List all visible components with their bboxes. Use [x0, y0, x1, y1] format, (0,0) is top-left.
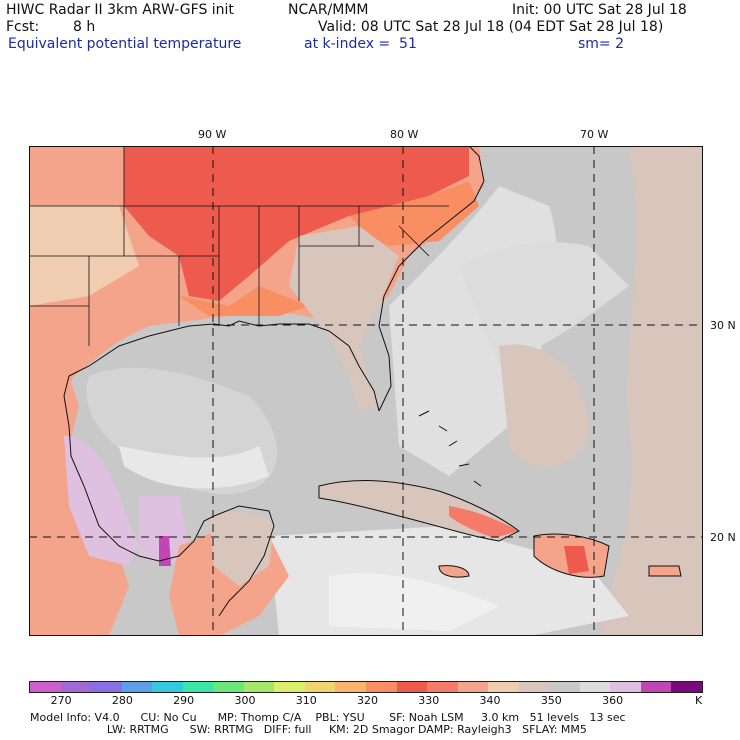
colorbar-swatch: [335, 682, 367, 692]
colorbar-swatch: [182, 682, 214, 692]
colorbar-swatch: [518, 682, 550, 692]
caribbean-white-patch: [329, 573, 499, 631]
colorbar-tick-label: 290: [173, 694, 195, 707]
jamaica-coast: [438, 565, 470, 578]
theta-e-map: [29, 146, 703, 636]
hispaniola-hotspot: [564, 546, 589, 574]
colorbar-swatch: [549, 682, 580, 692]
map-frame: [29, 146, 703, 636]
lat-label-30n: 30 N: [710, 319, 736, 332]
model-title: HIWC Radar II 3km ARW-GFS init: [6, 2, 234, 18]
gulf-white-streak: [119, 446, 269, 489]
land-red-core: [124, 146, 469, 301]
puerto-rico-island: [649, 566, 681, 576]
mid-tan-patch: [499, 344, 589, 468]
lat-label-20n: 20 N: [710, 531, 736, 544]
puerto-rico-coast: [648, 565, 682, 577]
colorbar-swatch: [488, 682, 519, 692]
southeast-gray-land: [289, 226, 399, 411]
model-info-line1: Model Info: V4.0 CU: No Cu MP: Thomp C/A…: [30, 711, 626, 724]
mexico-lavender-region: [64, 436, 139, 566]
east-tan-region: [599, 146, 703, 636]
level-label: at k-index = 51: [304, 36, 417, 52]
colorbar-swatch: [60, 682, 92, 692]
colorbar-swatch: [91, 682, 122, 692]
colorbar-tick-label: 310: [295, 694, 317, 707]
lon-label-80w: 80 W: [390, 128, 419, 141]
valid-time: Valid: 08 UTC Sat 28 Jul 18 (04 EDT Sat …: [318, 19, 664, 35]
colorbar-swatch: [304, 682, 336, 692]
colorbar-swatch: [243, 682, 275, 692]
magenta-peak: [159, 536, 171, 566]
atlantic-coastline: [378, 146, 485, 412]
lon-label-70w: 70 W: [580, 128, 609, 141]
yucatan-lavender-region: [139, 496, 189, 566]
colorbar-tick-label: 270: [50, 694, 72, 707]
atlantic-pale-band: [459, 242, 629, 366]
yucatan-peninsula: [209, 511, 274, 586]
colorbar-swatch: [152, 682, 183, 692]
colorbar-swatch: [579, 682, 611, 692]
colorbar-tick-label: 360: [602, 694, 624, 707]
cuba-coast: [318, 480, 520, 542]
yucatan-coast: [213, 505, 275, 617]
cuba-hotspot: [449, 506, 519, 538]
colorbar-swatch: [30, 682, 61, 692]
colorbar-swatch: [640, 682, 672, 692]
org-label: NCAR/MMM: [288, 2, 369, 18]
colorbar-swatch: [457, 682, 489, 692]
colorbar-swatch: [427, 682, 458, 692]
colorbar-swatch: [671, 682, 703, 692]
field-name: Equivalent potential temperature: [8, 36, 242, 52]
colorbar-tick-label: 340: [479, 694, 501, 707]
colorbar-swatch: [274, 682, 305, 692]
colorbar-unit: K: [695, 694, 703, 707]
hispaniola-coast: [533, 533, 610, 578]
model-info-line2: LW: RRTMG SW: RRTMG DIFF: full KM: 2D Sm…: [30, 723, 587, 736]
colorbar-tick-label: 300: [234, 694, 256, 707]
gulf-coastline: [68, 320, 380, 412]
land-orange-south: [179, 286, 309, 316]
colorbar-swatch: [213, 682, 244, 692]
forecast-hour: 8 h: [73, 19, 96, 35]
colorbar-tick-label: 280: [111, 694, 133, 707]
smoothing-label: sm= 2: [578, 36, 625, 52]
colorbar-swatch: [366, 682, 397, 692]
colorbar-tick-label: 350: [540, 694, 562, 707]
init-time: Init: 00 UTC Sat 28 Jul 18: [512, 2, 687, 18]
colorbar: [29, 681, 703, 693]
colorbar-swatch: [396, 682, 428, 692]
state-borders: [29, 146, 449, 346]
land-orange-east: [349, 181, 479, 246]
colorbar-tick-label: 320: [357, 694, 378, 707]
lon-label-90w: 90 W: [198, 128, 227, 141]
texas-mexico-coast: [63, 375, 215, 562]
colorbar-tick-label: 330: [418, 694, 440, 707]
forecast-label: Fcst:: [6, 19, 40, 35]
colorbar-swatch: [610, 682, 641, 692]
colorbar-swatch: [121, 682, 153, 692]
bahamas: [418, 410, 482, 487]
